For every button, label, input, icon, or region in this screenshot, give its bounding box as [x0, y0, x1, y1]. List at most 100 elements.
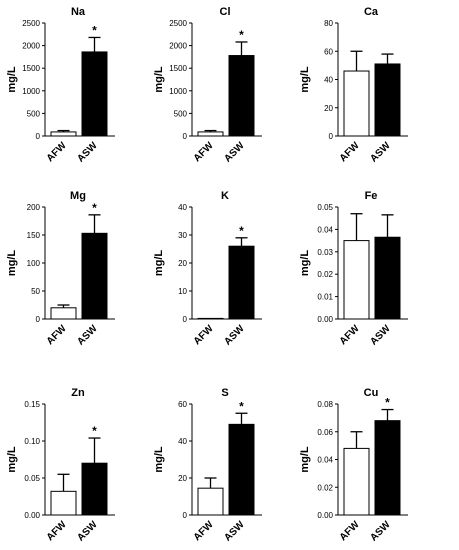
bar-afw [50, 131, 77, 137]
bar-asw [374, 420, 401, 516]
bar-asw [81, 462, 108, 516]
bar-afw [197, 487, 224, 516]
category-label: ASW [222, 323, 247, 348]
significance-marker: * [92, 23, 97, 37]
y-tick-label: 500 [27, 109, 41, 118]
y-axis-label: mg/L [6, 66, 18, 93]
category-label: AFW [192, 519, 216, 543]
bar-afw [197, 317, 224, 320]
y-tick-label: 30 [178, 231, 187, 240]
chart-panel-na: Na mg/L 0 500 1000 1500 2000 2500 AFW * ASW [6, 6, 115, 165]
y-tick-label: 60 [324, 47, 333, 56]
significance-marker: * [239, 224, 244, 238]
y-tick-label: 0.00 [24, 511, 40, 520]
y-tick-label: 20 [324, 104, 333, 113]
panel-title: Cu [364, 387, 379, 399]
y-tick-label: 0.15 [24, 400, 40, 409]
y-tick-label: 0.04 [317, 225, 333, 234]
panel-title: Na [71, 6, 86, 18]
panel-title: Fe [365, 190, 378, 202]
y-tick-label: 0.10 [24, 437, 40, 446]
bar-afw [50, 307, 77, 320]
category-label: AFW [338, 519, 362, 543]
chart-panel-ca: Ca mg/L 0 20 40 60 80 AFW ASW [299, 6, 408, 165]
y-tick-label: 10 [178, 287, 187, 296]
y-tick-label: 2000 [22, 42, 40, 51]
bar-asw [374, 236, 401, 320]
significance-marker: * [385, 396, 390, 410]
y-tick-label: 0.01 [317, 293, 333, 302]
y-tick-label: 0 [329, 132, 334, 141]
y-tick-label: 20 [178, 259, 187, 268]
y-tick-label: 40 [178, 203, 187, 212]
y-tick-label: 0.05 [317, 203, 333, 212]
chart-panel-zn: Zn mg/L 0.00 0.05 0.10 0.15 AFW * ASW [6, 387, 115, 544]
y-tick-label: 0.05 [24, 474, 40, 483]
y-tick-label: 0.06 [317, 428, 333, 437]
y-tick-label: 50 [31, 287, 40, 296]
y-tick-label: 0.02 [317, 270, 333, 279]
y-tick-label: 1500 [169, 64, 187, 73]
y-tick-label: 60 [178, 400, 187, 409]
y-tick-label: 0 [36, 315, 41, 324]
bar-asw [228, 245, 255, 320]
category-label: ASW [368, 323, 393, 348]
y-tick-label: 0.02 [317, 483, 333, 492]
chart-panel-k: Kmg/L 0 10 20 30 40 AFW * ASW [153, 190, 262, 348]
bar-afw [197, 131, 224, 137]
category-label: AFW [192, 140, 216, 164]
category-label: ASW [368, 140, 393, 165]
chart-panel-s: Smg/L 0 20 40 60 AFW * ASW [153, 387, 262, 544]
y-tick-label: 100 [27, 259, 41, 268]
y-tick-label: 150 [27, 231, 41, 240]
chart-panel-mg: Mg mg/L 0 50 100 150 200 AFW * ASW [6, 190, 115, 348]
panel-title: Ca [364, 6, 379, 18]
bar-asw [228, 55, 255, 137]
bar-asw [81, 51, 108, 137]
bar-afw [50, 490, 77, 516]
y-tick-label: 1500 [22, 64, 40, 73]
significance-marker: * [92, 201, 97, 215]
y-axis-label: mg/L [153, 446, 165, 473]
category-label: ASW [75, 519, 100, 544]
y-tick-label: 40 [324, 76, 333, 85]
y-tick-label: 0.04 [317, 456, 333, 465]
y-axis-label: mg/L [153, 66, 165, 93]
y-axis-label: mg/L [153, 250, 165, 277]
y-tick-label: 0.00 [317, 511, 333, 520]
category-label: ASW [75, 140, 100, 165]
y-axis-label: mg/L [299, 66, 311, 93]
y-tick-label: 0.08 [317, 400, 333, 409]
y-axis-label: mg/L [299, 446, 311, 473]
category-label: AFW [192, 323, 216, 347]
significance-marker: * [239, 28, 244, 42]
category-label: AFW [338, 323, 362, 347]
y-tick-label: 2000 [169, 42, 187, 51]
bar-asw [228, 423, 255, 516]
y-tick-label: 20 [178, 474, 187, 483]
chart-panel-fe: Fe mg/L 0.00 0.01 0.02 0.03 0.04 0.05 AFW ASW [299, 190, 408, 348]
y-tick-label: 0.03 [317, 248, 333, 257]
y-axis-label: mg/L [299, 250, 311, 277]
panel-title: S [221, 387, 228, 399]
y-axis-label: mg/L [6, 250, 18, 277]
y-tick-label: 0 [183, 315, 188, 324]
bar-afw [343, 70, 370, 137]
category-label: AFW [45, 323, 69, 347]
y-tick-label: 1000 [22, 87, 40, 96]
y-tick-label: 0 [183, 132, 188, 141]
category-label: AFW [45, 519, 69, 543]
bar-afw [343, 447, 370, 516]
chart-panel-cl: Cl mg/L 0 500 1000 1500 2000 2500 AFW * ASW [153, 6, 262, 165]
category-label: ASW [222, 140, 247, 165]
y-tick-label: 80 [324, 19, 333, 28]
y-tick-label: 2500 [22, 19, 40, 28]
y-axis-label: mg/L [6, 446, 18, 473]
panel-title: Zn [71, 387, 85, 399]
category-label: AFW [45, 140, 69, 164]
panel-title: K [221, 190, 229, 202]
y-tick-label: 1000 [169, 87, 187, 96]
y-tick-label: 40 [178, 437, 187, 446]
category-label: ASW [75, 323, 100, 348]
